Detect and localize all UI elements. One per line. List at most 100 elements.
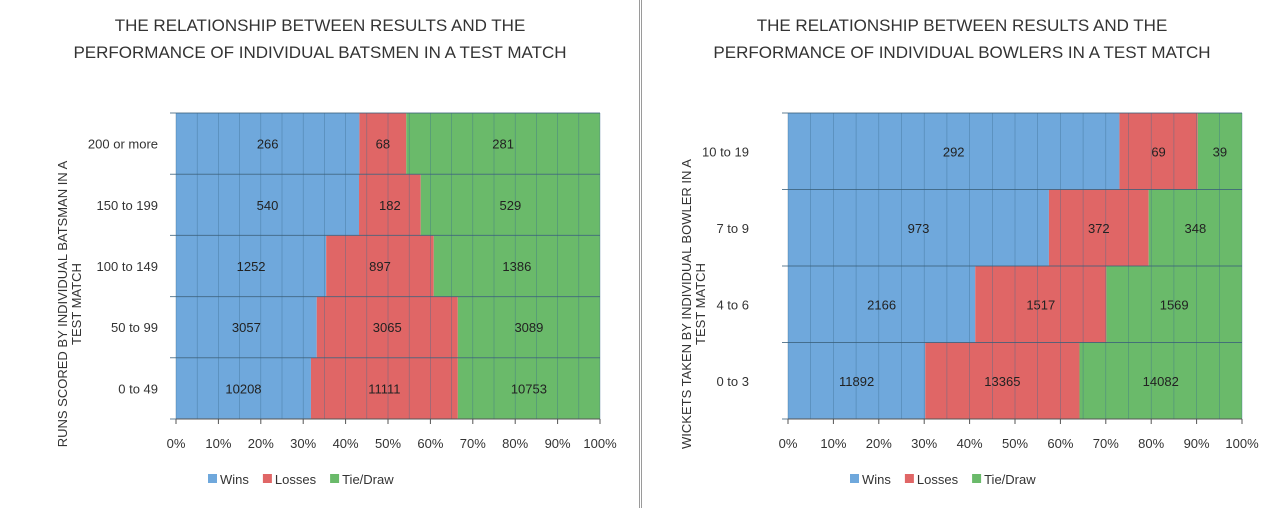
- x-tick-label: 30%: [911, 436, 937, 451]
- category-label: 200 or more: [88, 137, 158, 152]
- bar-wins: [176, 235, 327, 297]
- bar-wins: [788, 113, 1120, 190]
- bowlers-chart-plot: 0 to 3 4 to 6 7 to 9 10 to 19 11892 13365 1408…: [702, 112, 1259, 487]
- bar-wins: [176, 296, 317, 358]
- bar-tie-draw: [1197, 113, 1242, 190]
- category-label: 4 to 6: [716, 297, 749, 312]
- data-label: 1517: [1026, 297, 1055, 312]
- data-label: 897: [369, 259, 391, 274]
- x-tick-label: 10%: [820, 436, 846, 451]
- x-tick-label: 100%: [1225, 436, 1259, 451]
- x-tick-label: 90%: [545, 436, 571, 451]
- legend-swatch-losses: [262, 474, 272, 483]
- legend-label-tie-draw: Tie/Draw: [342, 472, 394, 487]
- x-tick-label: 60%: [417, 436, 443, 451]
- category-label: 7 to 9: [716, 221, 749, 236]
- data-label: 2166: [867, 297, 896, 312]
- data-label: 3065: [373, 320, 402, 335]
- bar-tie-draw: [420, 174, 600, 236]
- bar-losses: [310, 357, 458, 419]
- data-label: 11111: [368, 381, 400, 396]
- category-label: 100 to 149: [97, 259, 158, 274]
- x-tick-label: 20%: [866, 436, 892, 451]
- bar-losses: [925, 342, 1080, 419]
- legend-label-wins: Wins: [220, 472, 249, 487]
- data-label: 1252: [237, 259, 266, 274]
- data-label: 348: [1184, 221, 1206, 236]
- bar-losses: [326, 235, 434, 297]
- category-label: 10 to 19: [702, 144, 749, 159]
- legend-swatch-tie-draw: [972, 474, 982, 483]
- x-tick-label: 80%: [502, 436, 528, 451]
- data-label: 529: [500, 198, 522, 213]
- x-tick-label: 0%: [779, 436, 798, 451]
- data-label: 3089: [514, 320, 543, 335]
- legend-label-losses: Losses: [275, 472, 317, 487]
- data-label: 973: [908, 221, 930, 236]
- data-label: 69: [1151, 144, 1165, 159]
- data-label: 292: [943, 144, 965, 159]
- batsmen-chart-panel: THE RELATIONSHIP BETWEEN RESULTS AND THE…: [55, 0, 640, 508]
- data-label: 372: [1088, 221, 1110, 236]
- bar-tie-draw: [406, 113, 600, 175]
- bar-losses: [975, 266, 1107, 343]
- x-tick-label: 70%: [460, 436, 486, 451]
- bar-losses: [1048, 189, 1149, 266]
- category-label: 50 to 99: [111, 320, 158, 335]
- data-label: 11892: [839, 374, 874, 389]
- data-label: 39: [1213, 144, 1227, 159]
- bar-tie-draw: [1079, 342, 1242, 419]
- bar-losses: [1119, 113, 1198, 190]
- data-label: 540: [257, 198, 279, 213]
- data-label: 14082: [1143, 374, 1179, 389]
- legend-label-wins: Wins: [862, 472, 891, 487]
- bar-losses: [316, 296, 458, 358]
- category-label: 0 to 3: [716, 374, 749, 389]
- x-tick-label: 40%: [957, 436, 983, 451]
- data-label: 182: [379, 198, 401, 213]
- x-tick-label: 0%: [167, 436, 186, 451]
- category-label: 150 to 199: [97, 198, 158, 213]
- chart-title: THE RELATIONSHIP BETWEEN RESULTS AND THE…: [73, 16, 567, 62]
- data-label: 3057: [232, 320, 261, 335]
- category-label: 0 to 49: [118, 381, 158, 396]
- data-label: 1569: [1160, 297, 1189, 312]
- bar-tie-draw: [457, 357, 600, 419]
- data-label: 10208: [225, 381, 261, 396]
- x-tick-label: 30%: [290, 436, 316, 451]
- bar-wins: [176, 357, 311, 419]
- bar-tie-draw: [1148, 189, 1242, 266]
- x-tick-label: 60%: [1047, 436, 1073, 451]
- bar-tie-draw: [433, 235, 600, 297]
- legend-swatch-wins: [850, 474, 859, 483]
- legend-label-losses: Losses: [917, 472, 959, 487]
- data-label: 1386: [502, 259, 531, 274]
- x-tick-label: 40%: [333, 436, 359, 451]
- bar-losses: [359, 113, 407, 175]
- data-label: 68: [376, 137, 390, 152]
- x-tick-label: 20%: [248, 436, 274, 451]
- bar-wins: [788, 189, 1049, 266]
- bar-wins: [176, 174, 360, 236]
- batsmen-chart-plot: 0 to 49 50 to 99 100 to 149 150 to 199 200 o…: [88, 112, 617, 487]
- x-tick-label: 90%: [1184, 436, 1210, 451]
- legend-label-tie-draw: Tie/Draw: [984, 472, 1036, 487]
- bar-wins: [176, 113, 360, 175]
- x-tick-label: 50%: [375, 436, 401, 451]
- data-label: 10753: [511, 381, 547, 396]
- bar-losses: [359, 174, 421, 236]
- legend-swatch-wins: [208, 474, 217, 483]
- bar-wins: [788, 266, 976, 343]
- bar-tie-draw: [457, 296, 600, 358]
- x-tick-label: 100%: [583, 436, 617, 451]
- data-label: 13365: [984, 374, 1020, 389]
- data-label: 281: [492, 137, 514, 152]
- chart-title: THE RELATIONSHIP BETWEEN RESULTS AND THE…: [713, 16, 1211, 62]
- legend-swatch-tie-draw: [330, 474, 340, 483]
- x-tick-label: 70%: [1093, 436, 1119, 451]
- data-label: 266: [257, 137, 279, 152]
- legend-swatch-losses: [904, 474, 914, 483]
- bowlers-chart-panel: THE RELATIONSHIP BETWEEN RESULTS AND THE…: [641, 0, 1280, 508]
- x-tick-label: 50%: [1002, 436, 1028, 451]
- x-tick-label: 80%: [1138, 436, 1164, 451]
